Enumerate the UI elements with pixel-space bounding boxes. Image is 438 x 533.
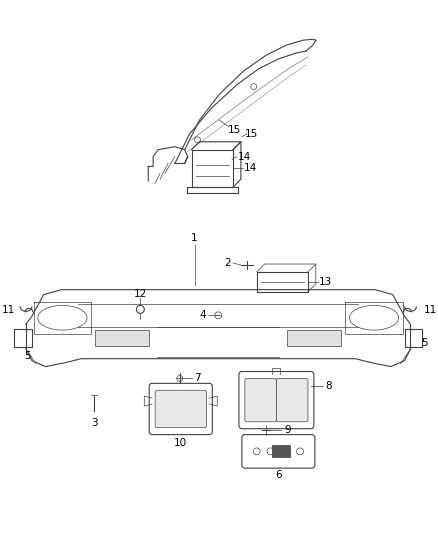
FancyBboxPatch shape [245,378,276,422]
Bar [257,272,308,292]
Text: 15: 15 [227,125,240,135]
FancyBboxPatch shape [242,434,315,468]
Text: 11: 11 [2,305,15,316]
Text: 15: 15 [245,129,258,139]
FancyBboxPatch shape [276,378,308,422]
Text: 7: 7 [194,374,201,383]
FancyBboxPatch shape [149,383,212,434]
Text: 13: 13 [319,277,332,287]
Text: 11: 11 [424,305,437,316]
FancyBboxPatch shape [155,390,206,427]
Text: 2: 2 [224,258,230,268]
Bar [272,446,290,457]
Text: 3: 3 [91,418,97,428]
Text: 8: 8 [325,381,332,391]
Bar [95,330,149,346]
Text: 5: 5 [421,338,427,348]
Text: 12: 12 [134,288,147,298]
Text: 5: 5 [25,351,31,361]
Text: 9: 9 [284,425,290,435]
Text: 6: 6 [275,470,282,480]
Bar [287,330,342,346]
Text: 1: 1 [191,233,198,244]
Text: 14: 14 [244,164,258,173]
Text: 10: 10 [174,439,187,448]
FancyBboxPatch shape [239,372,314,429]
Text: 14: 14 [238,151,251,161]
Text: 4: 4 [199,310,206,320]
